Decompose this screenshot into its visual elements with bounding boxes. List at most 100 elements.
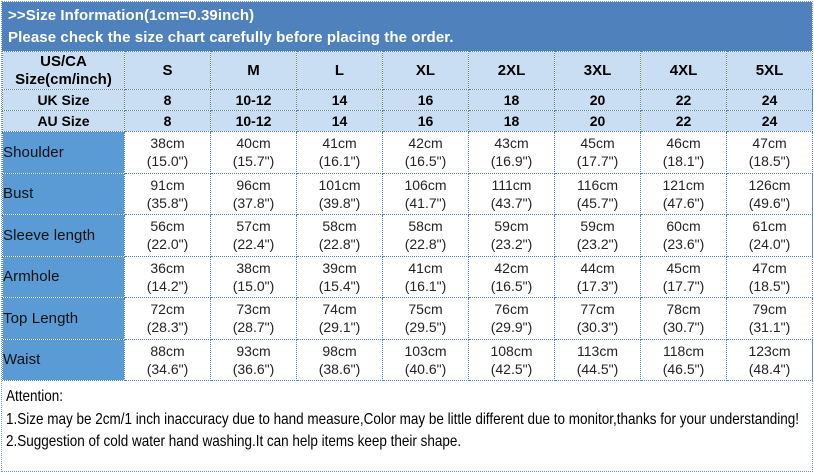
measurement-cell: 118cm (46.5") [640,338,727,381]
measurement-cell: 47cm (18.5") [726,255,813,298]
measurement-cell: 76cm (29.9") [468,297,555,340]
measurement-row-top-length: Top Length 72cm (28.3") 73cm (28.7") 74cm(… [2,297,813,340]
row-label-armhole: Armhole [2,255,125,298]
uk-size-value: 10-12 [210,89,297,111]
measurement-cell: 46cm (18.1") [640,131,727,174]
au-size-value: 18 [468,110,555,132]
measurement-cell: 103cm (40.6") [382,338,469,381]
measurement-cell: 61cm (24.0") [726,214,813,257]
measurement-cell: 56cm (22.0") [124,214,211,257]
au-size-value: 10-12 [210,110,297,132]
uk-size-value: 16 [382,89,469,111]
attention-note-1: 1.Size may be 2cm/1 inch inaccuracy due … [6,410,799,428]
measurement-cell: 113cm (44.5") [554,338,641,381]
measurement-cell: 121cm (47.6") [640,172,727,215]
row-label-sleeve-length: Sleeve length [2,214,125,257]
row-label-shoulder: Shoulder [2,131,125,174]
measurement-row-sleeve-length: Sleeve length 56cm (22.0") 57cm (22.4") 58… [2,214,813,257]
measurement-cell: 38cm (15.0") [210,255,297,298]
measurement-cell: 40cm (15.7") [210,131,297,174]
measurement-cell: 98cm (38.6") [296,338,383,381]
row-label-bust: Bust [2,172,125,215]
column-header-5xl: 5XL [726,51,813,90]
row-label-top-length: Top Length [2,297,125,340]
measurement-cell: 106cm (41.7") [382,172,469,215]
column-header-s: S [124,51,211,90]
measurement-cell: 41cm (16.1") [382,255,469,298]
banner-title: >>Size Information(1cm=0.39inch) [8,7,255,24]
column-header-4xl: 4XL [640,51,727,90]
measurement-cell: 57cm (22.4") [210,214,297,257]
row-label-waist: Waist [2,338,125,381]
uk-size-row: UK Size 8 10-12 14 16 18 20 22 24 [2,89,813,111]
au-size-value: 8 [124,110,211,132]
attention-heading: Attention: [6,388,63,405]
measurement-cell: 78cm (30.7") [640,297,727,340]
au-size-value: 20 [554,110,641,132]
measurement-cell: 38cm (15.0") [124,131,211,174]
column-header-3xl: 3XL [554,51,641,90]
attention-text: Attention: 1.Size may be 2cm/1 inch inac… [6,386,811,454]
column-header-xl: XL [382,51,469,90]
corner-header-line1: US/CA [40,52,87,70]
measurement-cell: 44cm (17.3") [554,255,641,298]
measurement-cell: 74cm (29.1") [296,297,383,340]
au-size-value: 24 [726,110,813,132]
uk-size-value: 14 [296,89,383,111]
attention-section: Attention: 1.Size may be 2cm/1 inch inac… [2,381,812,471]
measurement-cell: 39cm (15.4") [296,255,383,298]
measurement-cell: 79cm (31.1") [726,297,813,340]
measurement-cell: 73cm (28.7") [210,297,297,340]
measurement-cell: 58cm (22.8") [296,214,383,257]
au-size-value: 22 [640,110,727,132]
measurement-cell: 77cm (30.3") [554,297,641,340]
au-size-row: AU Size 8 10-12 14 16 18 20 22 24 [2,110,813,132]
measurement-cell: 43cm (16.9") [468,131,555,174]
attention-note-2: 2.Suggestion of cold water hand washing.… [6,433,462,450]
uk-size-value: 22 [640,89,727,111]
measurement-cell: 88cm (34.6") [124,338,211,381]
column-header-m: M [210,51,297,90]
measurement-cell: 58cm (22.8") [382,214,469,257]
measurement-cell: 47cm (18.5") [726,131,813,174]
uk-size-label: UK Size [2,89,125,111]
size-table: US/CA Size(cm/inch) S M L XL 2XL 3XL 4XL… [2,51,813,381]
corner-header: US/CA Size(cm/inch) [2,51,125,90]
uk-size-value: 20 [554,89,641,111]
measurement-row-bust: Bust 91cm (35.8") 96cm (37.8") 101cm (39.8"… [2,172,813,215]
column-header-l: L [296,51,383,90]
measurement-cell: 126cm (49.6") [726,172,813,215]
size-header-row: US/CA Size(cm/inch) S M L XL 2XL 3XL 4XL… [2,51,813,90]
banner: >>Size Information(1cm=0.39inch) Please … [2,2,812,51]
au-size-value: 14 [296,110,383,132]
banner-subtitle: Please check the size chart carefully be… [8,29,454,46]
measurement-cell: 36cm (14.2") [124,255,211,298]
measurement-cell: 96cm (37.8") [210,172,297,215]
uk-size-value: 8 [124,89,211,111]
measurement-cell: 45cm (17.7") [554,131,641,174]
measurement-cell: 41cm (16.1") [296,131,383,174]
measurement-cell: 42cm (16.5") [468,255,555,298]
measurement-cell: 72cm (28.3") [124,297,211,340]
measurement-cell: 101cm (39.8") [296,172,383,215]
au-size-value: 16 [382,110,469,132]
measurement-row-armhole: Armhole 36cm (14.2") 38cm (15.0") 39cm (15.… [2,255,813,298]
uk-size-value: 18 [468,89,555,111]
measurement-cell: 108cm (42.5") [468,338,555,381]
measurement-cell: 42cm (16.5") [382,131,469,174]
measurement-row-shoulder: Shoulder 38cm (15.0") 40cm (15.7") 41cm (16… [2,131,813,174]
uk-size-value: 24 [726,89,813,111]
measurement-cell: 116cm (45.7") [554,172,641,215]
measurement-cell: 123cm (48.4") [726,338,813,381]
corner-header-line2: Size(cm/inch) [15,70,112,88]
measurement-cell: 75cm (29.5") [382,297,469,340]
measurement-row-waist: Waist 88cm (34.6") 93cm (36.6") 98cm (38.6"… [2,338,813,381]
column-header-2xl: 2XL [468,51,555,90]
measurement-cell: 59cm (23.2") [468,214,555,257]
measurement-cell: 91cm (35.8") [124,172,211,215]
measurement-cell: 60cm (23.6") [640,214,727,257]
measurement-cell: 59cm (23.2") [554,214,641,257]
au-size-label: AU Size [2,110,125,132]
measurement-cell: 45cm (17.7") [640,255,727,298]
